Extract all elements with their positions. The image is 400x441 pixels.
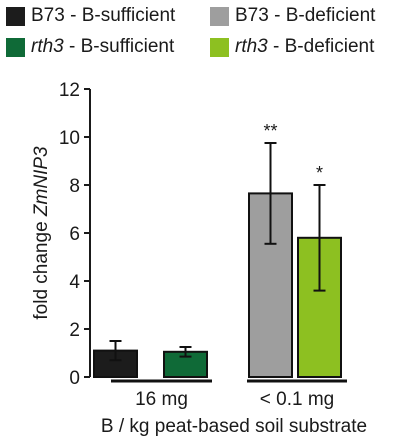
legend-item-rth3-deficient: rth3 - B-deficient [210,36,374,58]
x-axis-label: B / kg peat-based soil substrate [101,416,367,437]
legend-suffix: - B-deficient [268,5,376,26]
legend-suffix: - B-sufficient [63,36,175,57]
y-tick-label: 2 [69,320,80,341]
legend-item-b73-sufficient: B73 - B-sufficient [6,5,175,27]
y-tick-label: 12 [59,80,80,101]
y-axis-label-prefix: fold change [31,216,52,320]
y-tick-label: 0 [69,368,80,389]
legend-swatch [6,6,25,26]
legend-swatch [210,6,229,26]
y-tick-label: 10 [59,128,80,149]
legend-genotype: B73 [235,5,269,26]
legend-item-b73-deficient: B73 - B-deficient [210,5,375,27]
legend-item-rth3-sufficient: rth3 - B-sufficient [6,36,174,58]
y-axis-label: fold change ZmNIP3 [31,146,52,320]
legend-genotype: B73 [31,5,65,26]
significance-marker: ** [263,121,277,141]
significance-marker: * [316,163,323,183]
y-tick-label: 8 [69,176,80,197]
legend-suffix: - B-sufficient [64,5,176,26]
legend-suffix: - B-deficient [267,36,375,57]
y-tick-label: 6 [69,224,80,245]
legend-genotype: rth3 [235,36,268,57]
y-tick-label: 4 [69,272,80,293]
y-axis-label-gene: ZmNIP3 [31,146,52,217]
legend-swatch [210,37,229,57]
group-label: 16 mg [135,389,188,410]
legend-swatch [6,37,25,57]
group-label: < 0.1 mg [260,389,334,410]
legend-genotype: rth3 [31,36,64,57]
